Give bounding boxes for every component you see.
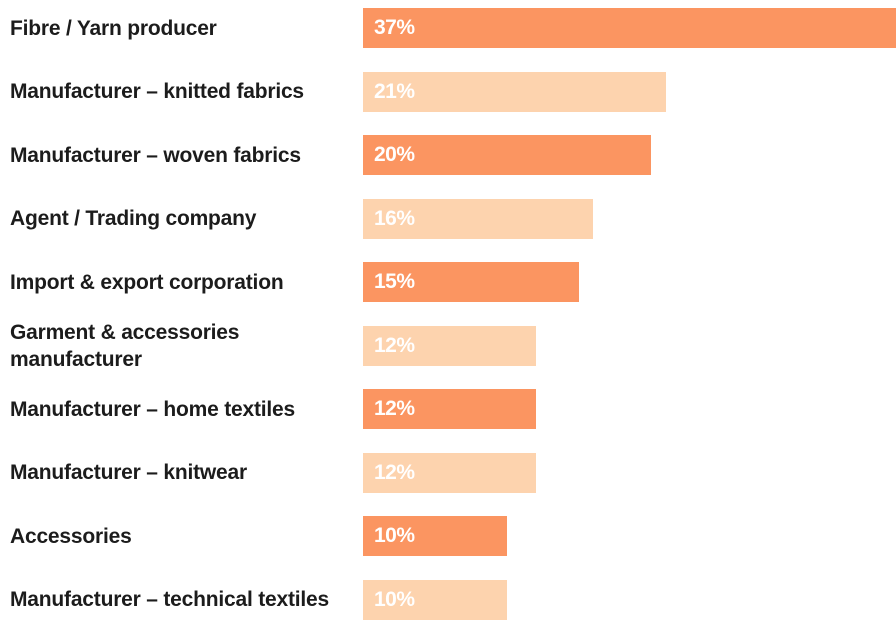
bar: 12% [363,452,536,493]
category-label: Fibre / Yarn producer [10,16,217,40]
category-label: Manufacturer – home textiles [10,397,295,421]
category-label: Manufacturer – technical textiles [10,588,330,611]
bar-value-label: 21% [374,79,415,103]
category-label: Garment & accessories manufacturer [10,320,240,371]
bar: 12% [363,389,536,429]
bar-value-label: 12% [374,333,415,357]
bar-value-label: 12% [374,460,415,484]
category-label: Import & export corporation [10,270,284,294]
category-label: Manufacturer – knitted fabrics [10,80,304,103]
bar-value-label: 15% [374,270,415,293]
bar: 16% [363,198,593,239]
bar-value-label: 12% [374,397,415,420]
bar: 37% [363,8,896,48]
category-label: Manufacturer – woven fabrics [10,143,301,167]
bar-value-label: 20% [374,143,415,166]
bar: 12% [363,325,536,366]
bar: 15% [363,262,579,302]
bar-value-label: 10% [374,524,415,547]
bar-value-label: 10% [374,587,415,611]
category-label: Agent / Trading company [10,207,257,230]
bar: 20% [363,135,651,175]
category-label: Manufacturer – knitwear [10,461,247,484]
bar: 10% [363,516,507,556]
bar-value-label: 16% [374,206,415,230]
category-label: Accessories [10,524,132,548]
bar: 10% [363,579,507,620]
bar: 21% [363,71,666,112]
bar-value-label: 37% [374,16,415,39]
